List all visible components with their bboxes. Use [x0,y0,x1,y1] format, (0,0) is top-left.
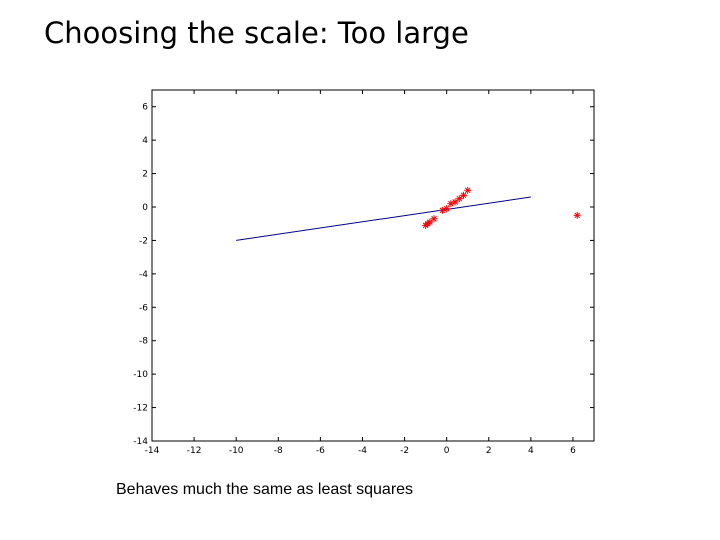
plot-series [236,186,581,241]
x-tick-label: -6 [316,446,325,456]
data-point [573,211,581,219]
x-tick-label: -12 [187,446,202,456]
axis-ticks: -14 -12 -10 -8 -6 -4 -2 0 2 4 6 -14 -12 -10 -8 -6 -4 -2 0 2… [133,90,594,456]
plot-area-frame [151,89,595,442]
x-tick-label: -2 [400,446,409,456]
y-tick-label: -14 [133,437,148,447]
y-tick-label: -8 [139,337,148,347]
x-tick-label: 6 [570,446,576,456]
x-tick-label: 0 [444,446,450,456]
data-point [455,195,463,203]
y-tick-label: -2 [139,236,148,246]
x-tick-label: -4 [358,446,367,456]
data-point [443,205,451,213]
data-point [426,218,434,226]
data-point [430,215,438,223]
data-point [464,186,472,194]
y-tick-label: 2 [142,170,148,180]
x-tick-label: -8 [274,446,283,456]
fit-line [236,196,531,241]
y-tick-label: -10 [133,370,148,380]
y-tick-label: 4 [142,136,148,146]
x-tick-label: 2 [486,446,492,456]
x-tick-label: -10 [229,446,244,456]
y-tick-label: -12 [133,404,148,414]
y-tick-label: 6 [142,103,148,113]
y-tick-label: -4 [139,270,148,280]
y-tick-label: -6 [139,303,148,313]
y-tick-label: 0 [142,203,148,213]
data-point [460,191,468,199]
slide-title: Choosing the scale: Too large [44,16,469,50]
data-point [451,198,459,206]
x-tick-label: -14 [145,446,160,456]
x-tick-label: 4 [528,446,534,456]
caption: Behaves much the same as least squares [116,481,414,498]
